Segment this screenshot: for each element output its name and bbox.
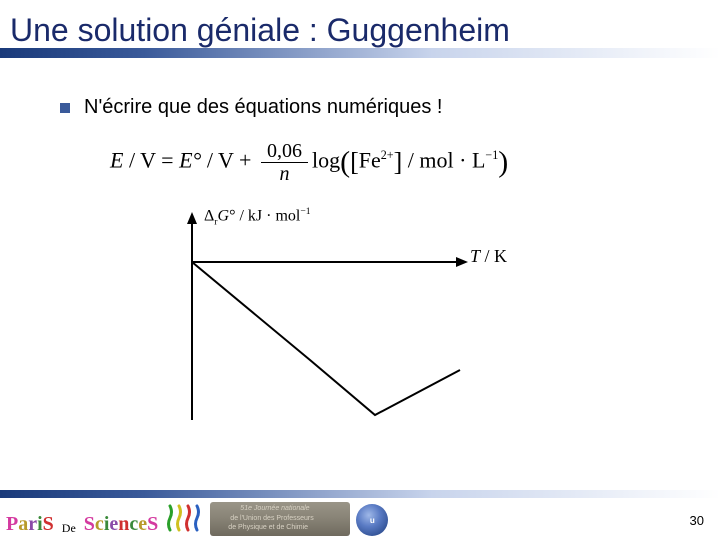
gibbs-energy-graph: ΔrG° / kJ · mol−1 T / K	[130, 210, 530, 460]
graph-svg	[130, 210, 482, 435]
eq-E0: E°	[179, 148, 201, 173]
footer-gradient	[0, 490, 720, 498]
eq-rparen: )	[498, 146, 508, 179]
per-K: / K	[480, 246, 507, 266]
badge-line1: 51e Journée nationale	[240, 505, 309, 512]
round-logo-icon: u	[356, 504, 388, 536]
bullet-marker	[60, 103, 70, 113]
logo-sciences: ScienceS	[84, 513, 159, 536]
footer: PariS De ScienceS 51e Journée nationale …	[0, 490, 720, 540]
bullet-item: N'écrire que des équations numériques !	[60, 96, 442, 119]
badge-line2: de l'Union des Professeurs	[230, 515, 313, 522]
eq-lsqb: [	[350, 148, 359, 177]
title-underline	[0, 48, 720, 58]
eq-log: log	[312, 148, 340, 173]
eq-lparen: (	[340, 146, 350, 179]
eq-charge: 2+	[381, 148, 394, 162]
conference-badge: 51e Journée nationale de l'Union des Pro…	[210, 502, 350, 536]
slide-title: Une solution géniale : Guggenheim	[10, 12, 510, 49]
eq-per-v2: / V +	[201, 148, 257, 173]
eq-frac-den: n	[261, 163, 308, 185]
squiggle-logo-icon	[164, 502, 204, 536]
eq-E: E	[110, 148, 123, 173]
page-number: 30	[690, 513, 704, 528]
eq-frac-num: 0,06	[261, 140, 308, 163]
eq-per-v1: / V =	[123, 148, 179, 173]
footer-logos: PariS De ScienceS 51e Journée nationale …	[6, 502, 388, 536]
eq-per-mol: / mol · L	[402, 148, 485, 173]
logo-de: De	[62, 521, 76, 536]
eq-exp: −1	[485, 148, 498, 162]
eq-fraction: 0,06n	[261, 140, 308, 185]
nernst-equation: E / V = E° / V + 0,06nlog([Fe2+] / mol ·…	[110, 140, 508, 185]
bullet-text: N'écrire que des équations numériques !	[84, 96, 442, 119]
eq-rsqb: ]	[394, 148, 403, 177]
eq-species: Fe	[359, 148, 381, 173]
badge-line3: de Physique et de Chimie	[228, 524, 308, 531]
logo-paris: PariS	[6, 513, 54, 536]
